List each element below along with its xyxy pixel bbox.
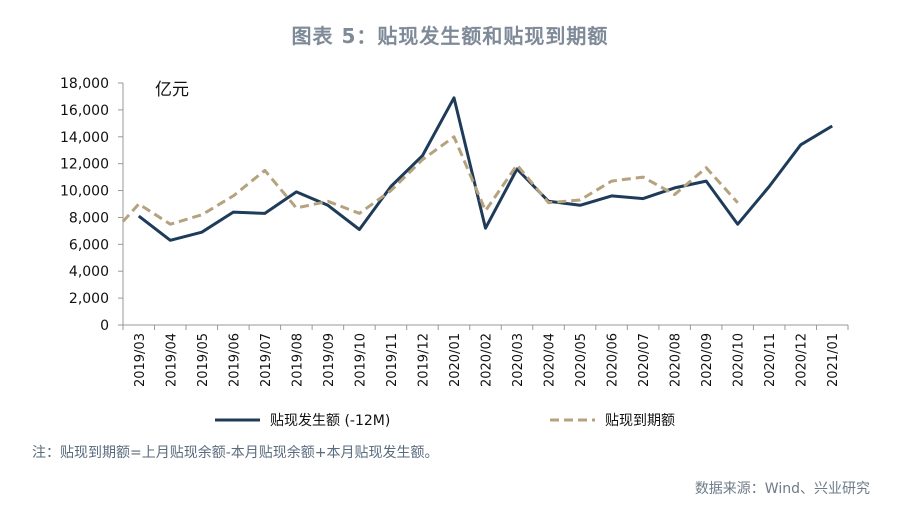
x-tick-label: 2021/01 xyxy=(826,333,841,387)
x-tick-label: 2019/05 xyxy=(196,333,211,387)
x-tick-label: 2020/05 xyxy=(574,333,589,387)
series-discount-maturity-line xyxy=(121,135,739,226)
y-tick-label: 18,000 xyxy=(60,76,109,92)
x-tick-label: 2020/11 xyxy=(763,333,778,387)
y-tick-label: 12,000 xyxy=(60,157,109,173)
y-tick-label: 6,000 xyxy=(69,237,109,253)
x-tick-label: 2019/07 xyxy=(259,333,274,387)
legend: 贴现发生额 (-12M) 贴现到期额 xyxy=(215,413,675,429)
x-tick-label: 2019/11 xyxy=(385,333,400,387)
y-tick-label: 14,000 xyxy=(60,130,109,146)
y-tick-label: 16,000 xyxy=(60,103,109,119)
legend-label-maturity: 贴现到期额 xyxy=(605,413,675,429)
x-tick-label: 2019/08 xyxy=(290,333,305,387)
chart-title: 图表 5：贴现发生额和贴现到期额 xyxy=(291,24,609,48)
x-tick-label: 2020/12 xyxy=(795,333,810,387)
unit-label: 亿元 xyxy=(155,80,189,100)
x-tick-label: 2020/10 xyxy=(732,333,747,387)
y-tick-label: 8,000 xyxy=(69,210,109,226)
axes xyxy=(122,83,848,326)
x-tick-label: 2019/12 xyxy=(416,333,431,387)
x-tick-label: 2019/09 xyxy=(322,333,337,387)
line-chart: 0 2,000 4,000 6,000 8,000 10,000 12,000 14,000 1… xyxy=(60,76,849,429)
x-tick-label: 2020/03 xyxy=(511,333,526,387)
legend-label-issuance: 贴现发生额 (-12M) xyxy=(270,413,390,429)
x-tick-label: 2019/03 xyxy=(133,333,148,387)
x-tick-label: 2020/06 xyxy=(606,333,621,387)
x-tick-label: 2020/02 xyxy=(480,333,495,387)
x-tick-label: 2020/01 xyxy=(448,333,463,387)
x-tick-label: 2020/09 xyxy=(700,333,715,387)
x-tick-label: 2019/04 xyxy=(164,333,179,387)
y-tick-label: 0 xyxy=(100,318,109,334)
x-tick-label: 2019/06 xyxy=(227,333,242,387)
footnote: 注：贴现到期额=上月贴现余额-本月贴现余额+本月贴现发生额。 xyxy=(32,445,439,461)
series-lines xyxy=(121,96,833,242)
x-tick-label: 2020/04 xyxy=(543,333,558,387)
y-tick-label: 10,000 xyxy=(60,184,109,200)
data-source: 数据来源：Wind、兴业研究 xyxy=(694,481,870,497)
y-tick-label: 4,000 xyxy=(69,264,109,280)
y-tick-label: 2,000 xyxy=(69,291,109,307)
x-tick-label: 2019/10 xyxy=(353,333,368,387)
x-axis-ticks: 2019/03 2019/04 2019/05 2019/06 2019/07 2019/… xyxy=(122,325,849,387)
series-discount-issuance-line xyxy=(137,96,833,242)
x-tick-label: 2020/07 xyxy=(637,333,652,387)
y-axis-ticks: 0 2,000 4,000 6,000 8,000 10,000 12,000 14,000 1… xyxy=(60,76,123,334)
x-tick-label: 2020/08 xyxy=(669,333,684,387)
